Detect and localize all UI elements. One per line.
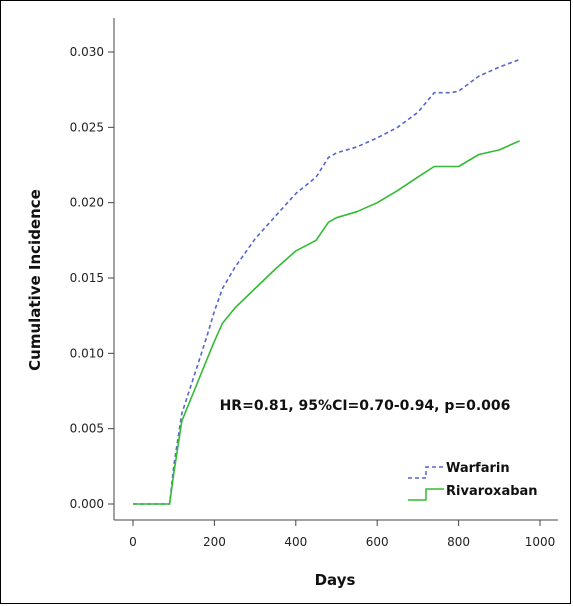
y-tick-label: 0.000 <box>70 497 104 511</box>
legend-swatch-warfarin <box>408 466 444 479</box>
legend: Warfarin Rivaroxaban <box>408 461 538 501</box>
hazard-ratio-annotation: HR=0.81, 95%CI=0.70-0.94, p=0.006 <box>220 398 511 414</box>
x-tick-label: 600 <box>366 535 389 549</box>
series-line-warfarin <box>133 58 520 505</box>
y-tick-label: 0.025 <box>70 120 104 134</box>
y-axis-title: Cumulative Incidence <box>26 189 44 371</box>
y-tick-label: 0.020 <box>70 196 104 210</box>
x-tick-label: 1000 <box>525 535 556 549</box>
x-tick-label: 0 <box>129 535 137 549</box>
y-tick-label: 0.030 <box>70 45 104 59</box>
x-tick-label: 800 <box>447 535 470 549</box>
y-tick-label: 0.005 <box>70 422 104 436</box>
series-line-rivaroxaban <box>133 140 520 505</box>
y-tick-label: 0.015 <box>70 271 104 285</box>
x-axis: 0 200 400 600 800 1000 <box>114 519 558 549</box>
y-tick-label: 0.010 <box>70 346 104 360</box>
legend-swatch-rivaroxaban <box>408 488 444 501</box>
legend-label-rivaroxaban: Rivaroxaban <box>446 484 538 499</box>
x-tick-label: 200 <box>203 535 226 549</box>
x-tick-label: 400 <box>284 535 307 549</box>
legend-label-warfarin: Warfarin <box>446 461 510 476</box>
x-axis-title: Days <box>315 571 356 589</box>
series-layer <box>133 58 520 505</box>
y-axis: 0.000 0.005 0.010 0.015 0.020 0.025 0.030 <box>70 18 115 520</box>
